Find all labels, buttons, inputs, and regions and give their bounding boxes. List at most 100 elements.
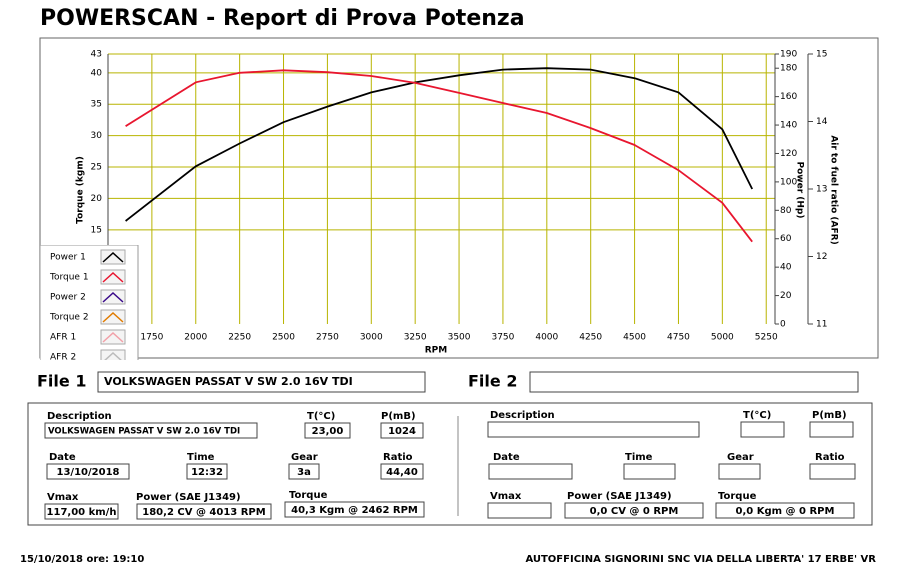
field-label: Time [187,452,215,463]
field-value: 40,3 Kgm @ 2462 RPM [291,505,418,516]
y2-tick-label: 190 [780,50,797,60]
y3-axis-title: Air to fuel ratio (AFR) [829,135,839,244]
field-box [288,463,320,480]
y2-tick-label: 140 [780,121,797,131]
legend-swatch [102,271,124,283]
field-box [380,422,424,439]
footer-company: AUTOFFICINA SIGNORINI SNC VIA DELLA LIBE… [525,554,876,565]
field-box [718,463,761,480]
legend-label: Torque 2 [49,313,89,323]
field-box [304,422,351,439]
x-tick-label: 2750 [316,333,339,343]
y2-tick-label: 60 [780,234,792,244]
series-line [125,69,753,243]
y2-tick-label: 80 [780,206,792,216]
field-box [136,503,272,520]
field-value: 0,0 Kgm @ 0 RPM [736,506,835,517]
field-label: Description [490,410,555,421]
y3-tick-label: 11 [816,320,827,330]
field-label: Gear [291,452,318,463]
field-box [809,421,854,438]
legend-swatch-box [100,349,126,360]
details-panel [27,402,873,526]
field-label: P(mB) [812,410,847,421]
legend-swatch [102,331,124,343]
legend-swatch [102,311,124,323]
field-value: 23,00 [312,426,344,437]
y-tick-label: 43 [91,50,102,60]
x-tick-label: 3000 [360,333,383,343]
legend-swatch-box [100,269,126,285]
x-tick-label: 3750 [491,333,514,343]
legend-label: AFR 1 [50,333,76,343]
legend-swatch [102,291,124,303]
field-label: Torque [718,491,757,502]
y3-tick-label: 15 [816,50,827,60]
field-label: Date [493,452,520,463]
field-label: Ratio [383,452,413,463]
field-label: Gear [727,452,754,463]
x-tick-label: 4500 [623,333,646,343]
y2-tick-label: 120 [780,149,797,159]
field-value: 0,0 CV @ 0 RPM [590,506,679,517]
field-label: P(mB) [381,411,416,422]
field-value: 3a [297,467,311,478]
field-box [44,503,119,520]
field-value: 1024 [388,426,416,437]
y3-tick-label: 12 [816,252,827,262]
field-label: Time [625,452,653,463]
field-box [623,463,676,480]
field-value: 13/10/2018 [57,467,120,478]
field-value: 180,2 CV @ 4013 RPM [142,507,265,518]
y2-axis-title: Power (Hp) [795,162,805,219]
x-tick-label: 1750 [140,333,163,343]
y-tick-label: 20 [91,194,103,204]
field-box [715,502,855,519]
file-name: VOLKSWAGEN PASSAT V SW 2.0 16V TDI [104,375,353,388]
x-tick-label: 2000 [184,333,207,343]
legend-swatch [102,251,124,263]
field-label: Vmax [490,491,522,502]
legend-label: Torque 1 [49,273,89,283]
file-box [97,371,426,393]
field-box [44,422,258,439]
legend-label: Power 1 [50,253,86,263]
y2-tick-label: 100 [780,177,797,187]
y3-tick-label: 14 [816,117,828,127]
x-tick-label: 4000 [535,333,558,343]
legend-swatch-box [100,329,126,345]
y-tick-label: 30 [91,131,103,141]
series-line [125,67,754,222]
field-label: Torque [289,490,328,501]
field-box [487,421,700,438]
legend: Power 1 Torque 1 Power 2 Torque 2 AFR 1 AFR 2 [40,245,139,363]
x-tick-label: 5250 [755,333,778,343]
y2-tick-label: 160 [780,92,797,102]
x-tick-label: 3250 [404,333,427,343]
report-title: POWERSCAN - Report di Prova Potenza [40,6,525,31]
y2-tick-label: 180 [780,64,797,74]
y2-tick-label: 0 [780,320,786,330]
x-axis-title: RPM [425,346,448,356]
field-label: T(°C) [743,410,771,421]
field-value: 12:32 [191,467,223,478]
x-tick-label: 2500 [272,333,295,343]
legend-label: AFR 2 [50,353,76,363]
x-tick-label: 3500 [448,333,471,343]
legend-swatch [104,351,122,360]
plot-area [108,54,775,324]
y-tick-label: 15 [91,225,102,235]
field-box [46,463,130,480]
field-label: Vmax [47,492,79,503]
field-label: Date [49,452,76,463]
y-tick-label: 35 [91,100,102,110]
footer-date: 15/10/2018 ore: 19:10 [20,554,144,565]
y-axis-title: Torque (kgm) [76,156,86,224]
field-label: Description [47,411,112,422]
field-box [488,463,573,480]
y2-tick-label: 20 [780,291,792,301]
field-value: 44,40 [386,467,418,478]
field-box [487,502,552,519]
x-tick-label: 4750 [667,333,690,343]
